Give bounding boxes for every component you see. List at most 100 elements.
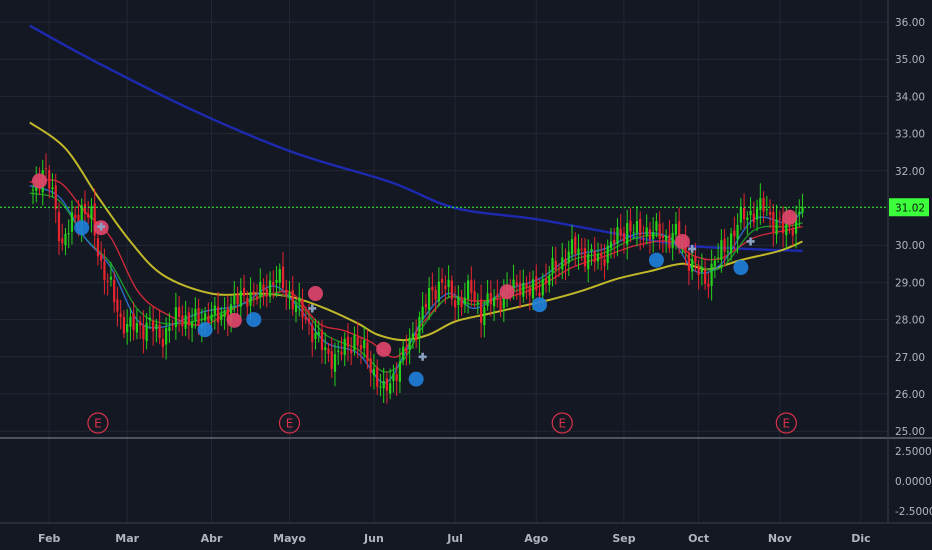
sell-signal-dot — [499, 284, 515, 300]
candle-body — [174, 307, 177, 328]
candle-body — [272, 281, 275, 286]
buy-signal-dot — [733, 260, 749, 276]
candle-body — [622, 233, 626, 242]
candle-body — [382, 381, 385, 389]
candle-body — [697, 265, 700, 276]
candle-body — [616, 227, 619, 244]
candle-body — [557, 268, 561, 270]
candle-body — [496, 294, 499, 298]
candle-body — [405, 349, 408, 353]
candle-body — [155, 324, 158, 330]
candle-body — [67, 233, 70, 235]
candle-body — [801, 207, 804, 213]
candle-body — [203, 313, 207, 321]
candle-body — [87, 213, 90, 218]
candle-body — [723, 238, 726, 252]
candle-body — [372, 368, 376, 376]
candle-body — [116, 299, 119, 312]
candle-body — [431, 286, 434, 291]
cross-marker — [97, 222, 106, 231]
candle-body — [483, 307, 486, 326]
cross-marker — [746, 237, 755, 246]
candle-body — [178, 307, 181, 318]
candle-body — [512, 279, 515, 291]
candle-body — [395, 374, 398, 381]
candle-body — [720, 240, 723, 261]
candle-body — [525, 283, 528, 289]
candle-body — [385, 378, 389, 391]
candle-body — [551, 257, 554, 273]
candle-body — [421, 306, 424, 320]
candle-body — [369, 358, 372, 373]
candle-body — [645, 227, 648, 236]
candle-body — [402, 346, 405, 360]
candle-body — [502, 292, 505, 309]
candle-body — [486, 293, 489, 307]
candles — [31, 153, 804, 404]
candle-body — [356, 337, 359, 346]
buy-signal-dot — [246, 312, 262, 328]
candle-body — [126, 324, 129, 333]
candle-body — [366, 342, 369, 362]
candle-body — [454, 300, 457, 308]
candle-body — [210, 314, 213, 321]
month-tick-label: Jul — [446, 532, 463, 545]
candle-body — [548, 275, 551, 286]
candle-body — [255, 296, 259, 300]
candle-body — [772, 211, 775, 233]
grid — [0, 0, 932, 524]
candle-body — [191, 321, 194, 328]
candle-body — [337, 350, 340, 352]
candle-body — [48, 170, 51, 189]
candle-body — [184, 315, 187, 329]
month-tick-label: Sep — [612, 532, 635, 545]
price-tick-label: 27.00 — [895, 352, 925, 364]
month-tick-label: Oct — [688, 532, 709, 545]
earnings-label: E — [783, 417, 791, 431]
sell-signal-dot — [226, 312, 242, 328]
price-tick-label: 34.00 — [895, 91, 925, 103]
candle-body — [90, 206, 93, 220]
candle-body — [135, 323, 139, 333]
candle-body — [207, 316, 210, 323]
candle-body — [285, 289, 288, 296]
ma-50-line — [29, 121, 803, 342]
candle-body — [609, 241, 613, 249]
candle-body — [103, 261, 106, 281]
candle-body — [587, 253, 590, 270]
price-tick-label: 29.00 — [895, 277, 925, 289]
candle-body — [583, 248, 587, 267]
candle-body — [726, 251, 729, 253]
candle-body — [246, 297, 249, 307]
month-tick-label: Ago — [524, 532, 548, 545]
candle-body — [106, 280, 109, 283]
candle-body — [57, 211, 61, 242]
buy-signal-dot — [532, 297, 548, 313]
candle-body — [704, 269, 707, 284]
candle-body — [152, 320, 155, 332]
candle-body — [713, 260, 716, 267]
candle-body — [434, 290, 437, 300]
candle-body — [635, 221, 639, 233]
candle-body — [528, 286, 531, 296]
candle-body — [363, 340, 366, 349]
candle-body — [577, 248, 580, 255]
candle-body — [158, 324, 161, 338]
candle-body — [600, 252, 603, 257]
candle-body — [428, 287, 431, 310]
candle-body — [213, 305, 216, 315]
buy-signal-dot — [648, 252, 664, 268]
candle-body — [441, 278, 444, 283]
candle-body — [687, 253, 690, 271]
earnings-marker — [551, 412, 573, 434]
candle-body — [755, 208, 759, 220]
candle-body — [752, 213, 755, 223]
candle-body — [132, 313, 135, 330]
price-tick-label: 35.00 — [895, 54, 925, 66]
sell-signal-dot — [376, 341, 392, 357]
last-price-tag — [889, 198, 929, 217]
candle-body — [333, 354, 337, 372]
candle-body — [236, 294, 239, 304]
candle-body — [775, 219, 778, 235]
